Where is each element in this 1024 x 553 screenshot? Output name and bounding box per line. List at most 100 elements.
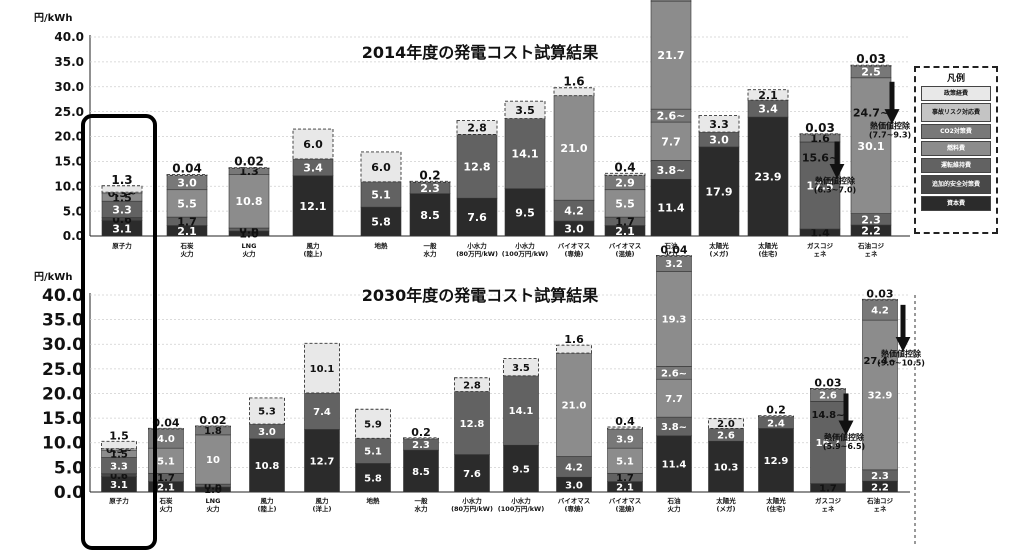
data-label: 11.4 bbox=[662, 460, 687, 471]
bar-14: 1.7 16.7 2.6 0.03 bbox=[810, 376, 846, 495]
data-label: 12.1 bbox=[299, 200, 326, 213]
category-label: 石炭火力 bbox=[180, 241, 195, 258]
data-label: 2.6 bbox=[819, 391, 837, 402]
data-label: 9.5 bbox=[515, 206, 535, 219]
data-label: 1.8 bbox=[204, 426, 222, 437]
data-label: 2.0 bbox=[717, 419, 735, 430]
bar-segment-om bbox=[456, 134, 498, 199]
chart-2030: 0.0 5.0 10.0 15.0 20.0 25.0 30.0 35.0 40.0 円/kWh 2… bbox=[34, 243, 925, 513]
data-label: 0.03 bbox=[856, 52, 886, 66]
bar-segment-fuel bbox=[656, 271, 692, 367]
data-label: 5.5 bbox=[177, 197, 197, 210]
bar-segment-policy bbox=[503, 358, 539, 377]
bar-5: 5.8 5.1 5.9 bbox=[355, 408, 391, 493]
legend-label: 運転維持費 bbox=[940, 161, 971, 169]
category-label: 原子力 bbox=[112, 241, 132, 250]
y-tick-label: 0.0 bbox=[63, 229, 84, 243]
data-label: 3.5 bbox=[515, 104, 535, 117]
bar-1: 2.11.7 5.5 3.00.04 bbox=[166, 162, 208, 238]
bar-segment-capital bbox=[503, 444, 539, 493]
data-label: 19.3 bbox=[662, 315, 687, 326]
bar-segment-policy bbox=[249, 397, 285, 425]
y-tick-label: 20.0 bbox=[54, 130, 84, 144]
data-label: 3.8~ bbox=[661, 422, 687, 433]
bar-segment-policy bbox=[553, 87, 595, 97]
data-label: 1.6 bbox=[810, 132, 830, 145]
data-label: 7.7 bbox=[665, 394, 683, 405]
legend-item-om: 運転維持費 bbox=[921, 158, 991, 173]
y-unit-label: 円/kWh bbox=[34, 271, 72, 283]
bar-segment-capital bbox=[304, 429, 340, 493]
bar-13: 12.9 2.40.2 bbox=[758, 404, 794, 493]
bar-10: 2.11.7 5.1 3.9 0.4 bbox=[607, 415, 643, 494]
data-label: 32.9 bbox=[868, 391, 893, 402]
category-label: 風力(陸上) bbox=[304, 241, 323, 258]
bar-segment-policy bbox=[850, 64, 892, 67]
data-label: 0.4 bbox=[615, 415, 635, 428]
data-label: 1.7 bbox=[157, 473, 175, 484]
data-label: 2.4 bbox=[767, 418, 785, 429]
bar-segment-policy bbox=[360, 151, 402, 183]
legend-title: 凡例 bbox=[946, 74, 965, 84]
bar-segment-policy bbox=[504, 100, 546, 120]
category-label: 太陽光(メガ) bbox=[715, 496, 736, 513]
data-label: 0.3~ bbox=[106, 445, 132, 456]
data-label: 17.9 bbox=[705, 186, 732, 199]
data-label: 21.0 bbox=[560, 142, 587, 155]
data-label: 0.03 bbox=[866, 287, 893, 300]
bar-11: 11.4 3.8~ 7.7 2.6~ 19.3 3.2 0.04 bbox=[656, 243, 692, 493]
legend-item-accident: 事故リスク対応費 bbox=[921, 103, 991, 122]
bar-14: 2.22.3 30.1 2.50.03 bbox=[850, 52, 892, 238]
data-label: 6.0 bbox=[303, 138, 323, 151]
bar-segment-om bbox=[360, 181, 402, 208]
bar-5: 8.5 2.30.2 bbox=[409, 168, 451, 237]
legend-item-safety: 追加的安全対策費 bbox=[921, 175, 991, 194]
legend-label: 燃料費 bbox=[946, 144, 965, 152]
bar-segment-fuel bbox=[228, 174, 270, 229]
legend: 凡例 政策経費 事故リスク対応費 CO2対策費 燃料費 運転維持費 追加的安全対… bbox=[914, 66, 998, 234]
data-label: 3.0 bbox=[564, 223, 584, 236]
bar-15: 2.22.3 32.9 4.2 0.03 bbox=[862, 287, 898, 493]
bar-segment-policy bbox=[556, 344, 592, 354]
bar-segment-om bbox=[504, 118, 546, 190]
annotation-range-oil: 24.7~ bbox=[853, 107, 889, 120]
bar-segment-fuel bbox=[195, 434, 231, 485]
legend-item-capital: 資本費 bbox=[921, 196, 991, 211]
bar-segment-om bbox=[503, 375, 539, 446]
bar-segment-policy bbox=[195, 425, 231, 428]
y-tick-label: 5.0 bbox=[54, 458, 84, 478]
data-label: 21.7 bbox=[657, 49, 684, 62]
data-label: 1.5 bbox=[110, 450, 128, 461]
data-label: 4.2 bbox=[871, 305, 889, 316]
bar-2: 1.00.6 10 1.80.02 bbox=[195, 414, 231, 496]
bar-11: 17.9 3.0 3.3 bbox=[698, 115, 740, 237]
data-label: 3.0 bbox=[565, 480, 583, 491]
data-label: 0.04 bbox=[152, 416, 179, 429]
bar-3: 12.1 3.4 6.0 bbox=[292, 128, 334, 237]
bar-0: 3.10.63.31.50.3~1.3 bbox=[101, 173, 143, 237]
bar-segment-policy bbox=[454, 377, 490, 392]
y-tick-label: 30.0 bbox=[54, 80, 84, 94]
bar-segment-capital bbox=[454, 454, 490, 493]
bar-segment-capital bbox=[292, 175, 334, 237]
category-label: ガスコジェネ bbox=[815, 496, 842, 513]
y-unit-label: 円/kWh bbox=[34, 12, 72, 24]
data-label: 2.8 bbox=[467, 122, 487, 135]
chart-title: 2030年度の発電コスト試算結果 bbox=[362, 286, 599, 305]
category-label: 石油火力 bbox=[664, 241, 679, 258]
data-label: 2.6 bbox=[717, 431, 735, 442]
legend-label: CO2対策費 bbox=[940, 127, 972, 135]
data-label: 3.0 bbox=[709, 134, 729, 147]
legend-item-co2: CO2対策費 bbox=[921, 124, 991, 139]
bar-segment-policy bbox=[409, 180, 451, 183]
data-label: 2.1 bbox=[157, 483, 175, 494]
data-label: 10.1 bbox=[310, 364, 335, 375]
y-tick-label: 15.0 bbox=[54, 155, 84, 169]
data-label: 2.3 bbox=[871, 471, 889, 482]
bar-segment-om bbox=[810, 401, 846, 484]
legend-label: 資本費 bbox=[946, 199, 965, 207]
bar-segment-capital bbox=[747, 116, 789, 237]
y-tick-label: 30.0 bbox=[42, 335, 84, 355]
category-label: 原子力 bbox=[109, 496, 129, 505]
category-label: バイオマス(混焼) bbox=[609, 497, 642, 513]
